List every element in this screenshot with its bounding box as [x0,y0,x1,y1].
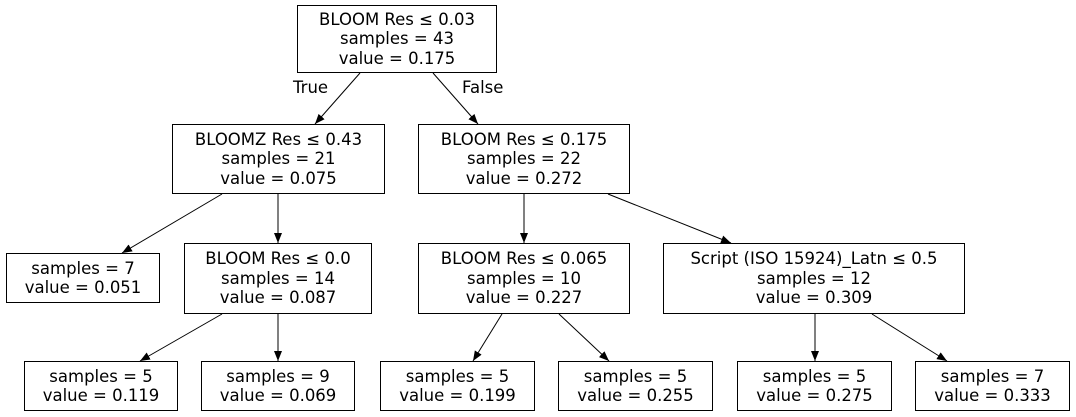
node-samples-text: samples = 5 [49,366,153,386]
node-condition-text: BLOOMZ Res ≤ 0.43 [194,129,363,149]
node-condition-text: BLOOM Res ≤ 0.065 [440,249,608,269]
edge-label-true: True [293,78,329,97]
node-value-text: value = 0.227 [465,288,583,308]
split-node-n6: Script (ISO 15924)_Latn ≤ 0.5 samples = 1… [663,243,965,314]
node-condition-text: Script (ISO 15924)_Latn ≤ 0.5 [690,249,938,269]
node-value-text: value = 0.075 [220,168,337,188]
node-value-text: value = 0.255 [577,386,694,405]
split-node-n4: BLOOM Res ≤ 0.0 samples = 14 value = 0.087 [184,243,372,314]
edge-n0-n1 [314,72,361,125]
node-samples-text: samples = 5 [583,366,688,386]
node-samples-text: samples = 5 [405,366,510,386]
edge-label-false: False [462,78,504,97]
node-condition-text: BLOOM Res ≤ 0.175 [440,129,608,149]
leaf-node-n3: samples = 7 value = 0.051 [6,253,160,303]
node-samples-text: samples = 43 [340,29,454,49]
node-samples-text: samples = 7 [31,258,135,278]
edge-n4-n7 [139,313,223,362]
leaf-node-n7: samples = 5 value = 0.119 [24,361,178,411]
node-condition-text: BLOOM Res ≤ 0.0 [205,249,351,269]
leaf-node-n9: samples = 5 value = 0.199 [380,361,535,411]
split-node-n5: BLOOM Res ≤ 0.065 samples = 10 value = 0.2… [418,243,630,314]
node-value-text: value = 0.272 [465,168,583,188]
node-samples-text: samples = 21 [221,149,336,169]
leaf-node-n10: samples = 5 value = 0.255 [558,361,713,411]
node-samples-text: samples = 12 [757,268,871,288]
node-samples-text: samples = 9 [226,366,330,386]
split-node-n1: BLOOMZ Res ≤ 0.43 samples = 21 value = 0.0… [172,124,385,194]
node-value-text: value = 0.051 [24,278,142,297]
leaf-node-n8: samples = 9 value = 0.069 [201,361,355,411]
edge-n5-n10 [558,313,610,362]
node-samples-text: samples = 10 [467,268,581,288]
node-value-text: value = 0.087 [219,288,337,308]
node-value-text: value = 0.199 [399,386,516,405]
edge-n2-n6 [607,193,732,244]
node-samples-text: samples = 7 [940,366,1045,386]
split-node-n2: BLOOM Res ≤ 0.175 samples = 22 value = 0.2… [418,124,630,194]
node-value-text: value = 0.275 [756,386,873,405]
node-value-text: value = 0.069 [219,386,337,405]
node-samples-text: samples = 14 [221,268,335,288]
leaf-node-n11: samples = 5 value = 0.275 [737,361,892,411]
node-value-text: value = 0.119 [42,386,160,405]
node-value-text: value = 0.309 [755,288,873,308]
edge-n1-n3 [121,193,223,254]
node-value-text: value = 0.175 [338,48,456,68]
edge-n5-n9 [472,313,503,362]
leaf-node-n12: samples = 7 value = 0.333 [915,361,1070,411]
node-condition-text: BLOOM Res ≤ 0.03 [319,9,475,29]
node-samples-text: samples = 22 [467,149,581,169]
node-value-text: value = 0.333 [934,386,1051,405]
split-node-n0: BLOOM Res ≤ 0.03 samples = 43 value = 0.17… [297,5,497,73]
node-samples-text: samples = 5 [762,366,867,386]
edge-n6-n12 [871,313,948,362]
edge-n0-n2 [432,72,479,125]
